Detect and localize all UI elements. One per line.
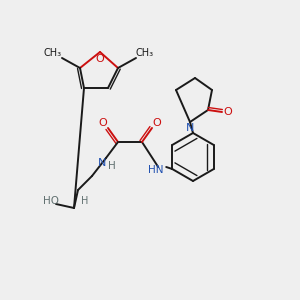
Text: O: O <box>99 118 107 128</box>
Text: N: N <box>98 158 106 168</box>
Text: O: O <box>153 118 161 128</box>
Text: H: H <box>81 196 89 206</box>
Text: O: O <box>96 54 104 64</box>
Text: CH₃: CH₃ <box>44 48 62 58</box>
Text: HN: HN <box>148 165 164 175</box>
Text: HO: HO <box>43 196 59 206</box>
Text: CH₃: CH₃ <box>136 48 154 58</box>
Text: H: H <box>108 161 116 171</box>
Text: O: O <box>224 107 232 117</box>
Text: N: N <box>186 123 194 133</box>
